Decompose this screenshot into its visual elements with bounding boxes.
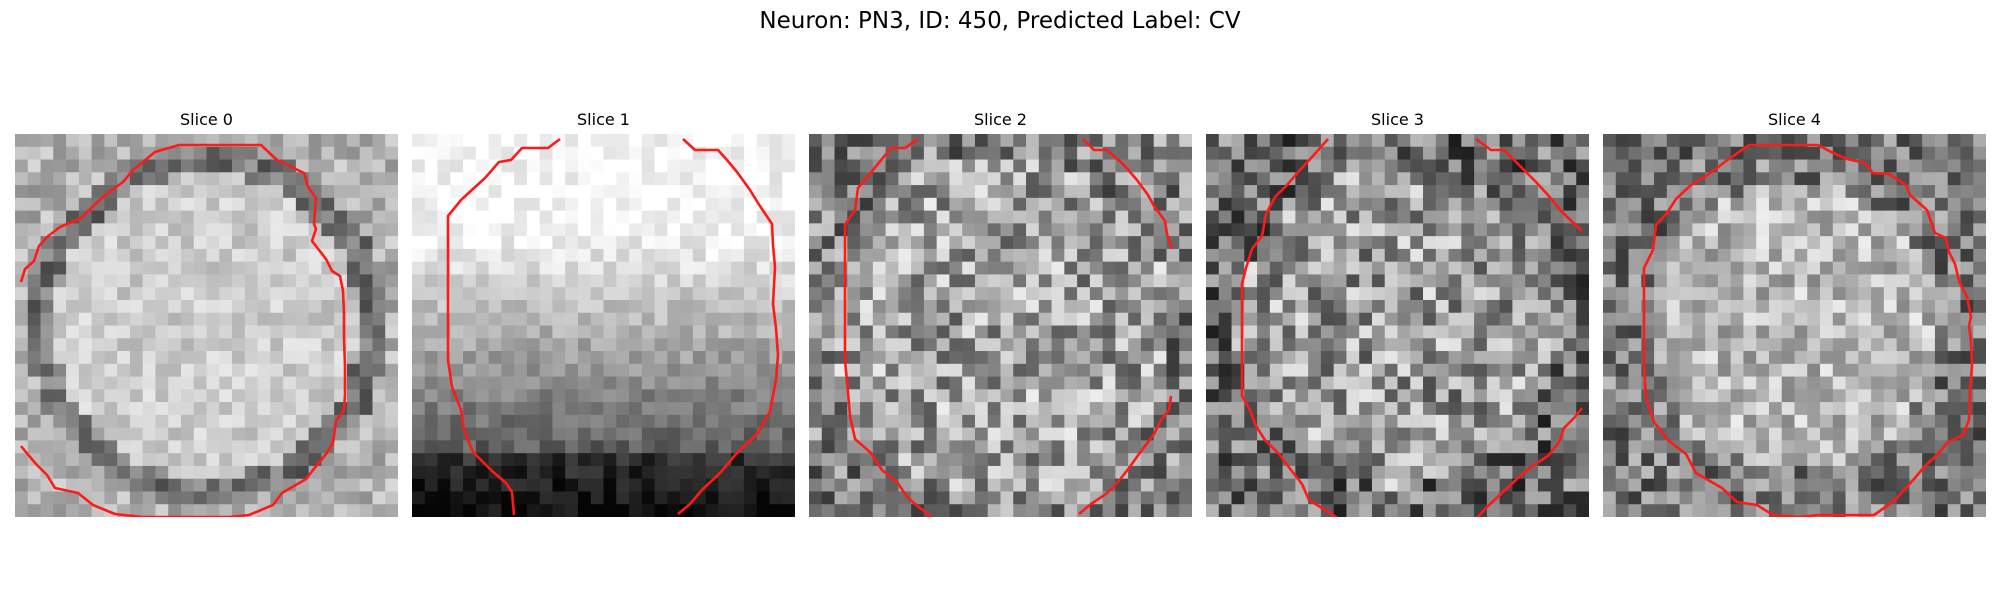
slice-title: Slice 4	[1603, 108, 1986, 134]
slice-title: Slice 3	[1206, 108, 1589, 134]
contour-line	[1476, 408, 1582, 517]
contour-line	[1644, 145, 1972, 517]
contour-line	[1079, 396, 1171, 514]
slice-panel-1: Slice 1	[412, 108, 795, 517]
contour-overlay	[1206, 134, 1589, 517]
figure-title: Neuron: PN3, ID: 450, Predicted Label: C…	[0, 8, 2000, 34]
contour-line	[1476, 139, 1582, 231]
slice-image	[412, 134, 795, 517]
slice-title: Slice 1	[412, 108, 795, 134]
slice-image	[809, 134, 1192, 517]
contour-line	[448, 139, 560, 515]
contour-line	[1749, 145, 1971, 326]
contour-overlay	[15, 134, 398, 517]
contour-line	[21, 145, 345, 517]
slice-panel-0: Slice 0	[15, 108, 398, 517]
slice-image	[1603, 134, 1986, 517]
slice-panel-3: Slice 3	[1206, 108, 1589, 517]
contour-line	[1242, 139, 1339, 517]
contour-overlay	[809, 134, 1192, 517]
slice-image	[1206, 134, 1589, 517]
contour-line	[678, 139, 778, 514]
contour-overlay	[412, 134, 795, 517]
contour-line	[845, 139, 934, 517]
contour-line	[1083, 139, 1172, 249]
slice-title: Slice 0	[15, 108, 398, 134]
contour-overlay	[1603, 134, 1986, 517]
slice-title: Slice 2	[809, 108, 1192, 134]
slice-panel-2: Slice 2	[809, 108, 1192, 517]
slice-panel-4: Slice 4	[1603, 108, 1986, 517]
slice-image	[15, 134, 398, 517]
